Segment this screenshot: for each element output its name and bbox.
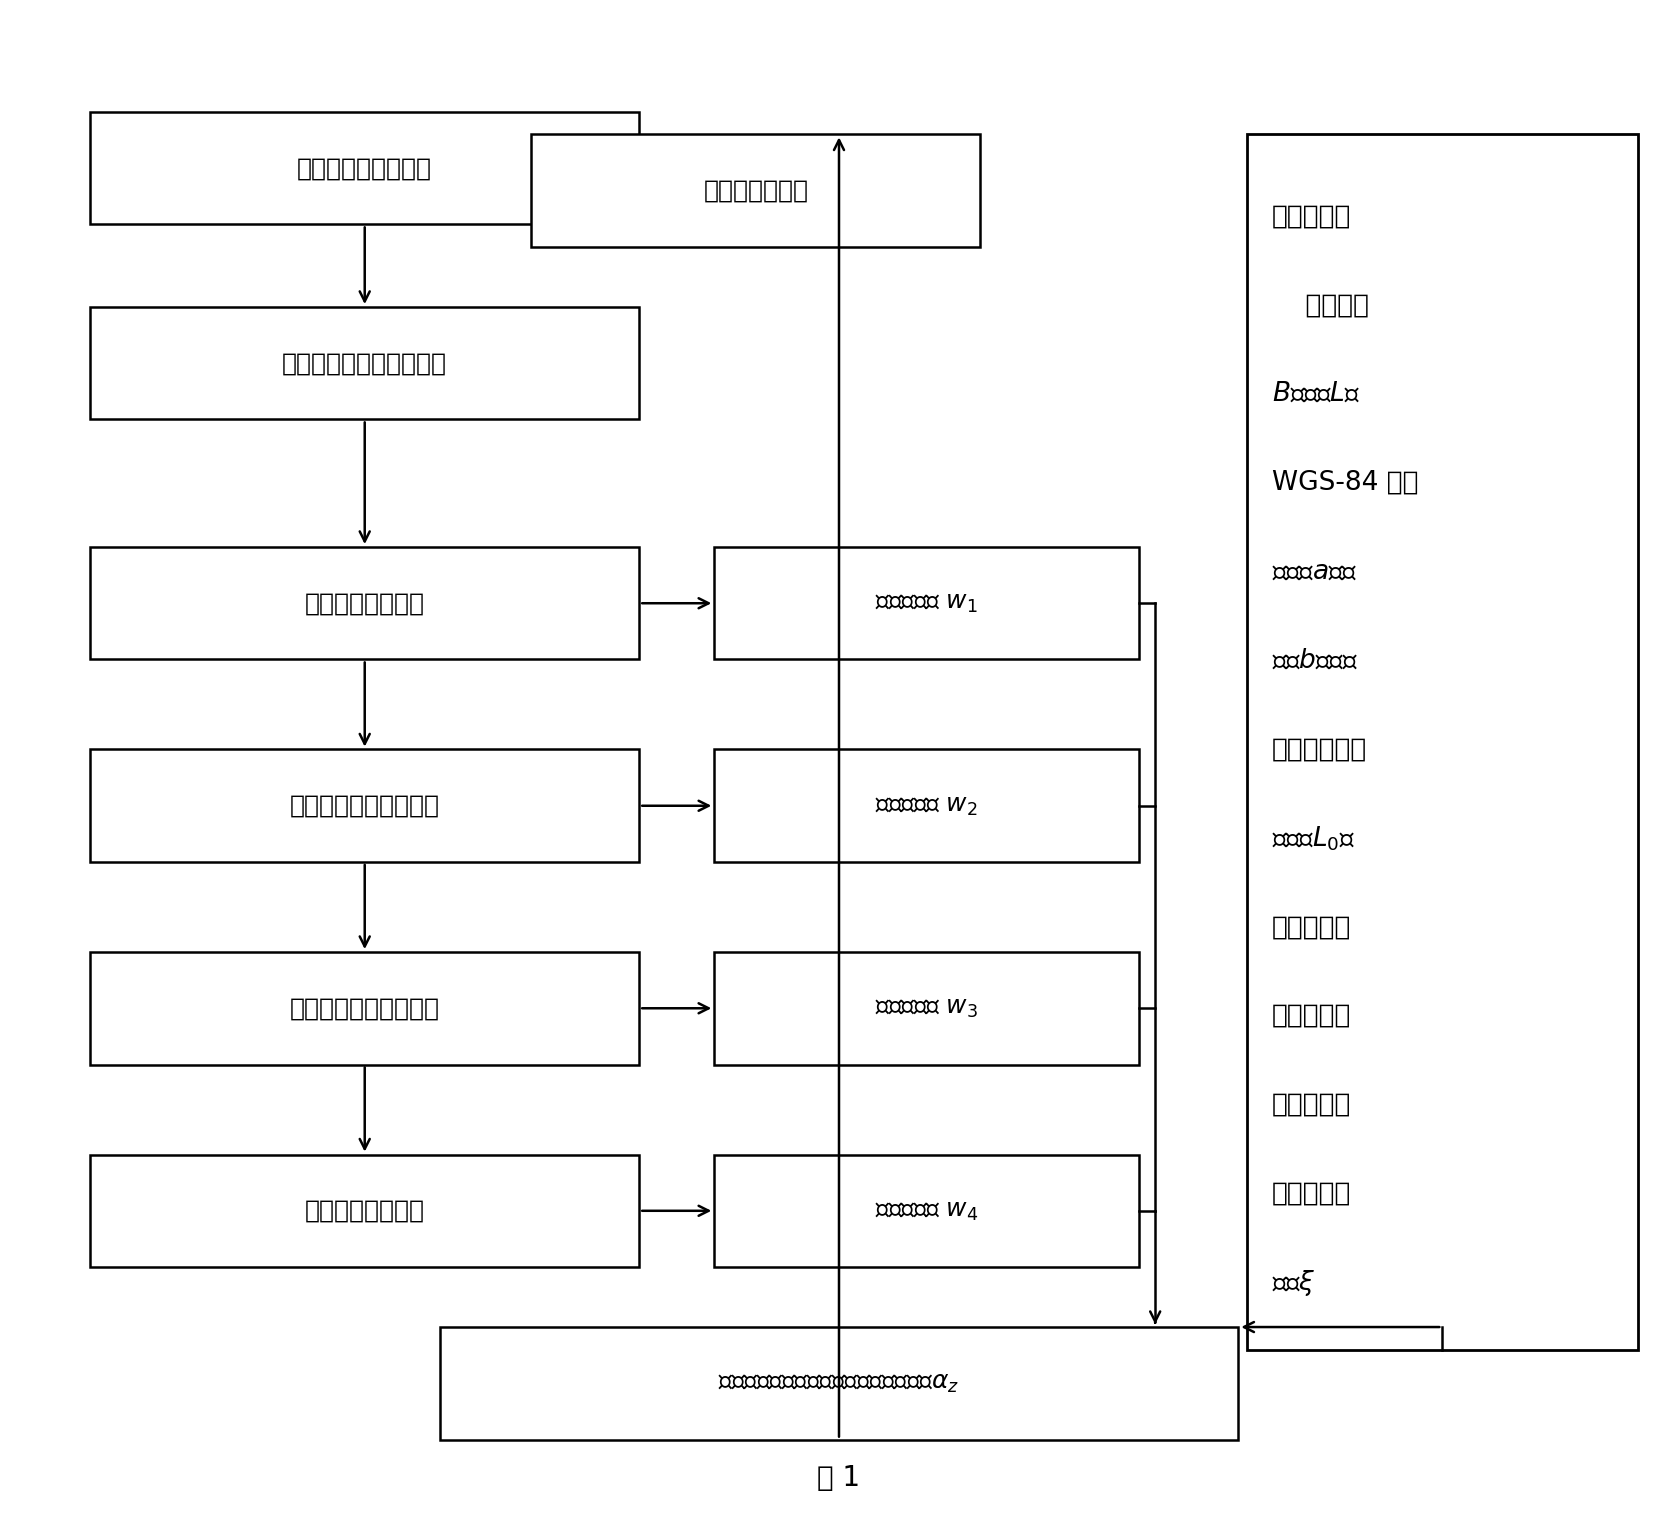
Text: 图 1: 图 1 [817, 1464, 861, 1493]
Text: 西向抵偿位置数据采集: 西向抵偿位置数据采集 [290, 996, 440, 1020]
Text: 在全站仪上安装光纤陀螺: 在全站仪上安装光纤陀螺 [282, 351, 448, 375]
Text: WGS-84 椭球: WGS-84 椭球 [1272, 469, 1418, 497]
Text: 西向位置数据采集: 西向位置数据采集 [305, 1199, 425, 1223]
Text: 获得平均值 $w_4$: 获得平均值 $w_4$ [874, 1199, 978, 1223]
Text: 在控制点架设全站仪: 在控制点架设全站仪 [297, 156, 433, 180]
Text: 东向抵偿位置数据采集: 东向抵偿位置数据采集 [290, 793, 440, 818]
Bar [91, 307, 639, 419]
Text: 轴方向的投: 轴方向的投 [1272, 1181, 1351, 1207]
Bar [1247, 135, 1638, 1349]
Bar [715, 749, 1139, 861]
Text: 影角$\xi$: 影角$\xi$ [1272, 1267, 1316, 1297]
Text: 的自身竖轴: 的自身竖轴 [1272, 1004, 1351, 1030]
Text: 获得平均值 $w_2$: 获得平均值 $w_2$ [874, 793, 978, 818]
Text: 已知数据：: 已知数据： [1272, 203, 1351, 230]
Bar [91, 1155, 639, 1267]
Bar [91, 749, 639, 861]
Bar [715, 547, 1139, 660]
Text: 完成全站仪定向: 完成全站仪定向 [703, 179, 809, 203]
Bar [440, 1328, 1238, 1440]
Text: 倾斜角在横: 倾斜角在横 [1272, 1092, 1351, 1117]
Text: 计算全站仪望远镜视准轴的坐标方位角$\alpha_z$: 计算全站仪望远镜视准轴的坐标方位角$\alpha_z$ [718, 1372, 960, 1396]
Text: 投影中央子午: 投影中央子午 [1272, 736, 1368, 763]
Text: $B$、纬度$L$，: $B$、纬度$L$， [1272, 382, 1359, 407]
Text: 全站仪给出: 全站仪给出 [1272, 914, 1351, 940]
Text: 获得平均值 $w_1$: 获得平均值 $w_1$ [874, 592, 978, 615]
Bar [91, 112, 639, 224]
Text: 线经度$L_0$、: 线经度$L_0$、 [1272, 824, 1354, 852]
Bar [715, 952, 1139, 1064]
Text: 东向位置数据采集: 东向位置数据采集 [305, 592, 425, 615]
Text: 测站经度: 测站经度 [1272, 292, 1369, 318]
Text: 长半轴$a$、短: 长半轴$a$、短 [1272, 559, 1358, 584]
Bar [532, 135, 980, 247]
Text: 半轴$b$，高斯: 半轴$b$，高斯 [1272, 648, 1358, 674]
Bar [91, 547, 639, 660]
Bar [91, 952, 639, 1064]
Text: 获得平均值 $w_3$: 获得平均值 $w_3$ [874, 996, 978, 1020]
Bar [715, 1155, 1139, 1267]
